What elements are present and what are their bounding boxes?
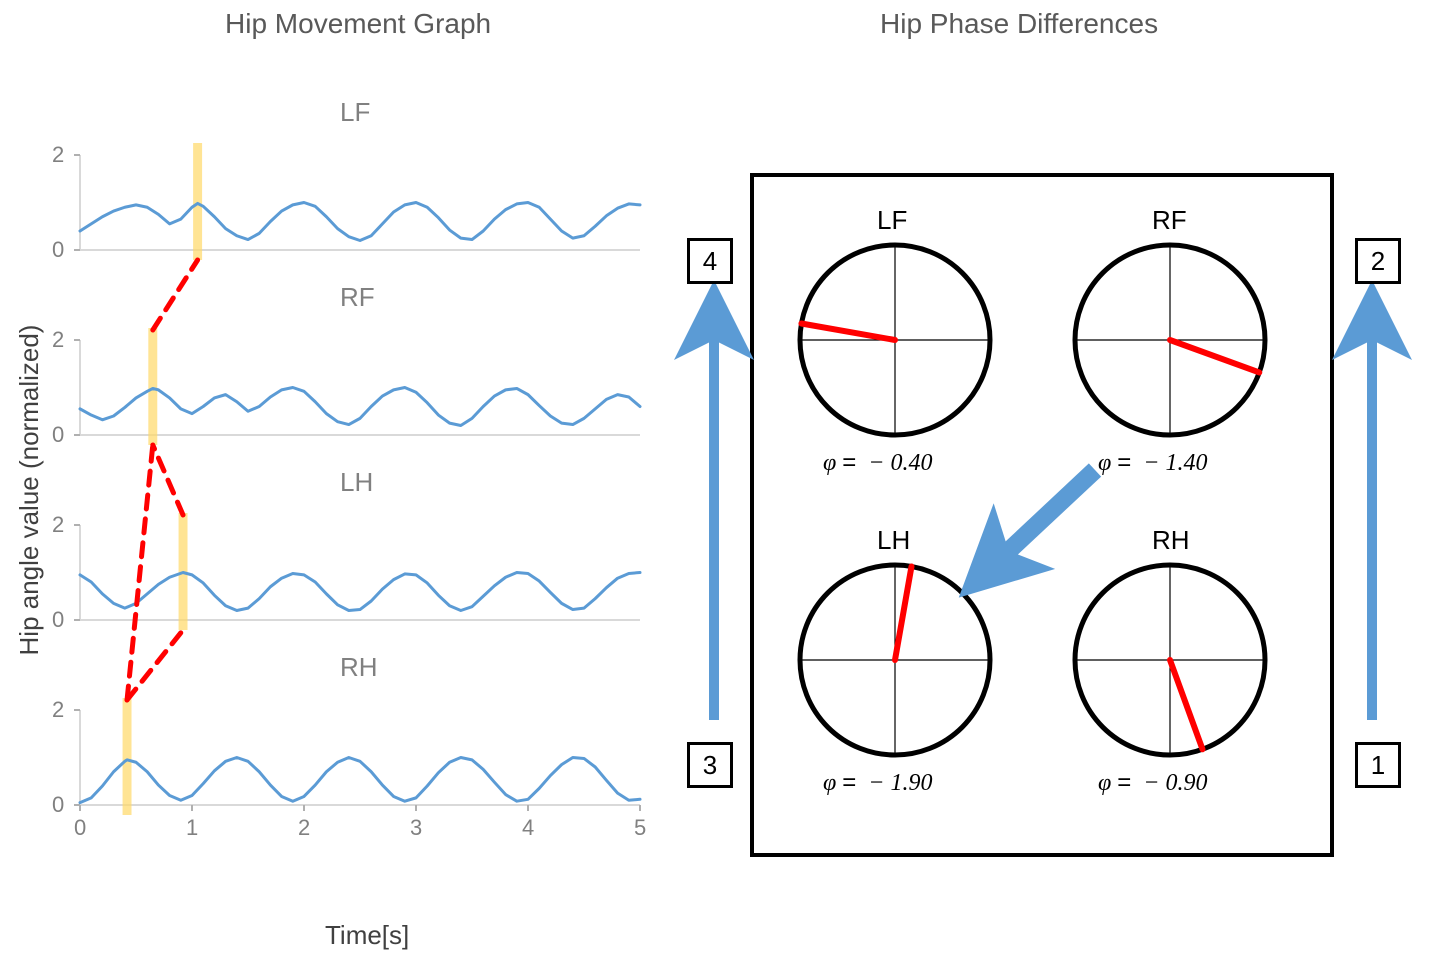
phase-circle-label-rh: RH bbox=[1152, 525, 1190, 556]
y-tick-label: 0 bbox=[52, 607, 64, 633]
phase-circle-label-rf: RF bbox=[1152, 205, 1187, 236]
y-tick-label: 0 bbox=[52, 237, 64, 263]
figure-root: Hip Movement Graph Hip Phase Differences… bbox=[0, 0, 1431, 966]
y-tick-label: 2 bbox=[52, 142, 64, 168]
x-tick-label: 0 bbox=[74, 815, 86, 841]
phi-label-rf: φ= − 1.40 bbox=[1098, 449, 1208, 477]
subplot-label-rh: RH bbox=[340, 652, 378, 683]
step-box-2: 2 bbox=[1355, 238, 1401, 284]
phi-label-lf: φ= − 0.40 bbox=[823, 449, 933, 477]
x-tick-label: 5 bbox=[634, 815, 646, 841]
figure-svg bbox=[0, 0, 1431, 966]
y-tick-label: 2 bbox=[52, 327, 64, 353]
y-tick-label: 0 bbox=[52, 422, 64, 448]
phase-circle-label-lh: LH bbox=[877, 525, 910, 556]
step-box-1: 1 bbox=[1355, 742, 1401, 788]
step-box-3: 3 bbox=[687, 742, 733, 788]
subplot-label-rf: RF bbox=[340, 282, 375, 313]
x-tick-label: 3 bbox=[410, 815, 422, 841]
y-tick-label: 0 bbox=[52, 792, 64, 818]
subplot-label-lh: LH bbox=[340, 467, 373, 498]
subplot-label-lf: LF bbox=[340, 97, 370, 128]
x-tick-label: 2 bbox=[298, 815, 310, 841]
phi-label-lh: φ= − 1.90 bbox=[823, 769, 933, 797]
x-tick-label: 4 bbox=[522, 815, 534, 841]
step-box-4: 4 bbox=[687, 238, 733, 284]
x-tick-label: 1 bbox=[186, 815, 198, 841]
phase-circle-label-lf: LF bbox=[877, 205, 907, 236]
y-tick-label: 2 bbox=[52, 512, 64, 538]
phi-label-rh: φ= − 0.90 bbox=[1098, 769, 1208, 797]
y-tick-label: 2 bbox=[52, 697, 64, 723]
